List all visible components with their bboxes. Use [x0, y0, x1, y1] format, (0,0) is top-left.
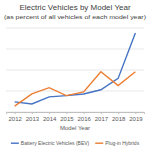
x-tick-mark: [118, 112, 119, 114]
grid-line: [6, 49, 144, 50]
x-axis-title: Model Year: [60, 125, 90, 131]
chart: Electric Vehicles by Model Year (as perce…: [0, 0, 150, 150]
x-axis: 2012 2013201420152016 201720182019: [7, 112, 145, 122]
x-tick-label: 2017: [95, 116, 109, 122]
x-tick-mark: [49, 112, 50, 114]
x-tick-label: 2016: [77, 116, 91, 122]
x-tick-mark: [101, 112, 102, 114]
x-tick-label: 2015: [60, 116, 74, 122]
legend-label: Battery Electric Vehicles (BEV): [21, 140, 90, 146]
x-tick-mark: [15, 112, 16, 114]
legend-item: Plug-in Hybrids: [95, 140, 139, 146]
x-tick: 2019: [129, 112, 143, 122]
x-tick: 2012: [8, 112, 22, 122]
x-tick-label: 2012: [8, 116, 22, 122]
legend-swatch: [95, 142, 103, 143]
x-tick-mark: [135, 112, 136, 114]
x-tick-label: 2013: [26, 116, 40, 122]
x-tick-mark: [84, 112, 85, 114]
legend-swatch: [11, 142, 19, 143]
x-tick: 2015: [60, 112, 74, 122]
grid-line: [6, 91, 144, 92]
grid: [6, 28, 144, 112]
x-tick-mark: [32, 112, 33, 114]
x-tick-label: 2019: [129, 116, 143, 122]
x-tick: 2018: [112, 112, 126, 122]
x-tick: 2016: [77, 112, 91, 122]
legend-label: Plug-in Hybrids: [105, 140, 139, 146]
x-axis-line: [7, 113, 145, 115]
x-tick: 2014: [43, 112, 57, 122]
series-line: [15, 72, 136, 106]
plot: 2012 2013201420152016 201720182019: [6, 28, 145, 122]
grid-line: [6, 70, 144, 71]
legend-item: Battery Electric Vehicles (BEV): [11, 140, 90, 146]
series-lines: [15, 33, 136, 106]
grid-line: [6, 28, 144, 29]
x-tick: 2013: [26, 112, 40, 122]
title: Electric Vehicles by Model Year: [19, 3, 131, 12]
x-tick-mark: [66, 112, 67, 114]
x-tick: 2017: [95, 112, 109, 122]
subtitle: (as percent of all vehicles of each mode…: [4, 14, 146, 20]
x-tick-label: 2018: [112, 116, 126, 122]
legend: Battery Electric Vehicles (BEV) Plug-in H…: [11, 140, 140, 146]
x-tick-label: 2014: [43, 116, 57, 122]
